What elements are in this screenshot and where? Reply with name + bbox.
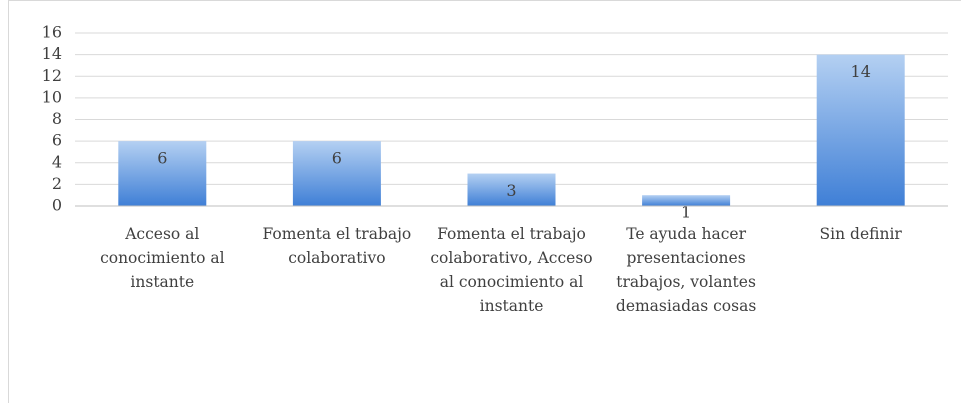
x-tick-label: Fomenta el trabajo colaborativo xyxy=(262,225,412,267)
bar xyxy=(292,141,381,206)
data-label: 6 xyxy=(157,149,167,168)
bar xyxy=(467,173,556,206)
y-tick-label: 4 xyxy=(52,152,62,171)
data-label: 3 xyxy=(506,181,516,200)
x-tick-label: Te ayuda hacer presentaciones trabajos, … xyxy=(615,225,757,315)
chart-border xyxy=(8,0,961,403)
data-label: 6 xyxy=(332,149,342,168)
bar xyxy=(118,141,207,206)
y-tick-label: 0 xyxy=(52,196,62,215)
y-tick-label: 8 xyxy=(52,109,62,128)
y-tick-label: 6 xyxy=(52,131,62,150)
bar xyxy=(816,54,905,206)
y-tick-label: 12 xyxy=(42,66,62,85)
x-tick-label: Sin definir xyxy=(819,225,902,243)
x-tick-label: Fomenta el trabajo colaborativo, Acceso … xyxy=(430,225,593,315)
data-label: 1 xyxy=(681,203,691,222)
y-tick-label: 2 xyxy=(52,174,62,193)
y-tick-label: 14 xyxy=(42,44,62,63)
y-tick-label: 16 xyxy=(42,23,62,42)
bar xyxy=(642,195,731,206)
x-tick-label: Acceso al conocimiento al instante xyxy=(100,225,225,291)
y-tick-label: 10 xyxy=(42,87,62,106)
data-label: 14 xyxy=(851,62,871,81)
